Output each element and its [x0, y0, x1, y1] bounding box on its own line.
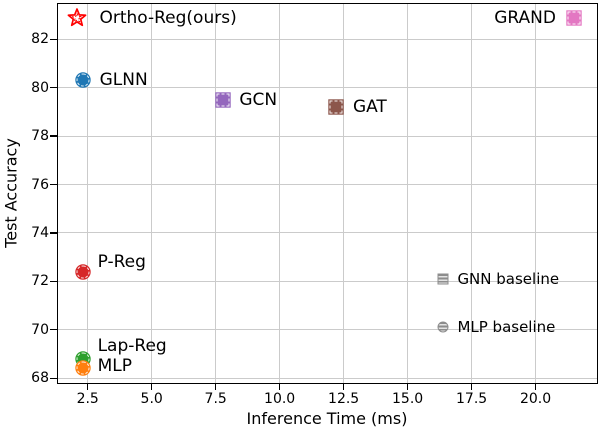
x-gridline	[151, 3, 153, 383]
x-tick-label: 12.5	[328, 391, 360, 407]
y-tick	[50, 183, 57, 186]
x-gridline	[87, 3, 89, 383]
point-grand-label: GRAND	[494, 7, 556, 28]
y-tick-label: 82	[31, 31, 49, 48]
point-lap-reg-label: Lap-Reg	[97, 335, 167, 356]
x-tick	[87, 384, 89, 390]
point-p-reg-marker	[76, 265, 90, 279]
legend-mlp-baseline-label: MLP baseline	[457, 318, 556, 337]
x-gridline	[407, 3, 409, 383]
x-gridline	[279, 3, 281, 383]
y-tick	[50, 280, 57, 282]
x-gridline	[343, 3, 345, 383]
y-gridline	[57, 232, 597, 234]
y-tick-label: 72	[31, 273, 49, 290]
x-axis-title: Inference Time (ms)	[246, 409, 408, 428]
x-tick-label: 7.5	[204, 391, 227, 407]
legend-gnn-baseline-marker	[437, 273, 449, 285]
point-gcn-marker	[216, 93, 230, 107]
y-gridline	[57, 87, 597, 89]
y-gridline	[57, 377, 597, 379]
y-tick-label: 74	[31, 224, 49, 241]
point-gat-marker	[329, 100, 343, 114]
legend-gnn-baseline-label: GNN baseline	[457, 269, 560, 288]
y-tick	[50, 135, 57, 137]
y-tick-label: 80	[31, 79, 49, 96]
point-mlp-label: MLP	[97, 356, 132, 377]
y-tick-label: 78	[31, 128, 49, 145]
x-tick	[342, 384, 345, 390]
point-glnn-marker	[76, 73, 90, 87]
y-tick	[50, 232, 57, 234]
y-tick-label: 76	[31, 176, 49, 193]
x-tick-label: 15.0	[392, 391, 424, 407]
point-grand-marker	[567, 11, 581, 25]
point-gcn-label: GCN	[239, 89, 278, 110]
y-tick-label: 70	[31, 321, 49, 338]
legend-mlp-baseline-marker	[437, 321, 449, 333]
x-tick	[470, 384, 473, 390]
point-mlp-marker	[76, 361, 90, 375]
point-ortho-reg-ours-marker	[67, 7, 87, 28]
x-tick	[406, 384, 409, 390]
x-tick-label: 20.0	[519, 391, 552, 407]
x-tick-label: 5.0	[140, 391, 163, 407]
y-gridline	[57, 135, 597, 137]
x-tick	[534, 384, 537, 390]
x-tick	[215, 384, 217, 390]
point-p-reg-label: P-Reg	[97, 251, 146, 272]
point-ortho-reg-ours-label: Ortho-Reg(ours)	[99, 7, 237, 28]
y-tick	[50, 87, 57, 89]
y-gridline	[57, 184, 597, 186]
point-glnn-label: GLNN	[99, 70, 148, 91]
x-gridline	[215, 3, 217, 383]
x-tick-label: 2.5	[76, 391, 99, 407]
x-tick-label: 17.5	[456, 391, 488, 407]
y-tick	[50, 329, 57, 331]
x-tick-label: 10.0	[264, 391, 296, 407]
y-gridline	[57, 38, 597, 40]
y-gridline	[57, 329, 597, 331]
x-gridline	[471, 3, 473, 383]
y-tick	[50, 38, 57, 40]
x-tick	[279, 384, 281, 390]
y-tick-label: 68	[31, 370, 49, 387]
y-tick	[50, 377, 57, 379]
point-gat-label: GAT	[352, 97, 387, 118]
y-gridline	[57, 280, 597, 282]
x-tick	[151, 384, 153, 390]
x-gridline	[535, 3, 537, 383]
